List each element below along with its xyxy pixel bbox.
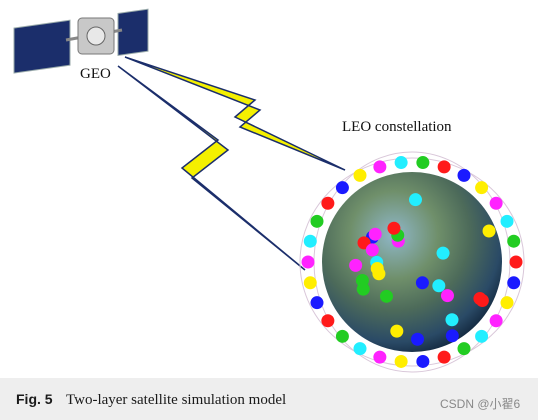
earth <box>322 172 502 352</box>
leo-satellite <box>368 227 382 241</box>
leo-satellite <box>356 282 370 296</box>
leo-satellite <box>475 293 489 307</box>
leo-satellite <box>321 314 335 328</box>
leo-satellite <box>373 160 387 174</box>
leo-satellite <box>411 332 425 346</box>
leo-satellite <box>349 258 363 272</box>
leo-satellite <box>507 234 521 248</box>
leo-satellite <box>475 181 489 195</box>
leo-satellite <box>482 224 496 238</box>
caption-number: Fig. 5 <box>16 391 53 407</box>
leo-satellite <box>394 156 408 170</box>
leo-satellite <box>301 255 315 269</box>
leo-satellite <box>310 214 324 228</box>
leo-satellite <box>507 276 521 290</box>
leo-satellite <box>500 214 514 228</box>
leo-satellite <box>440 289 454 303</box>
solar-panel <box>117 8 149 56</box>
leo-satellite <box>415 276 429 290</box>
leo-satellite <box>373 350 387 364</box>
leo-satellite <box>457 342 471 356</box>
leo-satellite <box>335 329 349 343</box>
caption-text: Two-layer satellite simulation model <box>66 392 286 408</box>
leo-satellite <box>353 168 367 182</box>
leo-satellite <box>475 329 489 343</box>
leo-satellite <box>416 156 430 170</box>
leo-satellite <box>335 181 349 195</box>
link-bolt <box>117 65 306 271</box>
leo-satellite <box>432 279 446 293</box>
geo-satellite <box>13 8 149 74</box>
leo-satellite <box>437 160 451 174</box>
watermark: CSDN @小翟6 <box>440 397 521 411</box>
orbit <box>299 157 525 367</box>
leo-satellites <box>301 156 523 368</box>
leo-satellite <box>445 329 459 343</box>
leo-satellite <box>489 196 503 210</box>
leo-label: LEO constellation <box>342 119 452 135</box>
leo-satellite <box>380 289 394 303</box>
solar-panel <box>13 19 71 74</box>
leo-satellite <box>457 168 471 182</box>
leo-satellite <box>509 255 523 269</box>
leo-satellite <box>416 354 430 368</box>
leo-satellite <box>321 196 335 210</box>
leo-satellite <box>390 324 404 338</box>
geo-label: GEO <box>80 66 111 82</box>
leo-satellite <box>394 354 408 368</box>
leo-satellite <box>387 221 401 235</box>
link-bolt <box>124 56 346 171</box>
antenna <box>86 26 106 46</box>
leo-satellite <box>489 314 503 328</box>
leo-satellite <box>445 313 459 327</box>
leo-satellite <box>408 193 422 207</box>
leo-satellite <box>303 276 317 290</box>
leo-satellite <box>303 234 317 248</box>
leo-satellite <box>436 246 450 260</box>
leo-satellite <box>370 261 384 275</box>
leo-satellite <box>437 350 451 364</box>
leo-satellite <box>500 296 514 310</box>
caption-bar <box>0 378 538 420</box>
leo-satellite <box>310 296 324 310</box>
leo-satellite <box>365 243 379 257</box>
leo-satellite <box>353 342 367 356</box>
